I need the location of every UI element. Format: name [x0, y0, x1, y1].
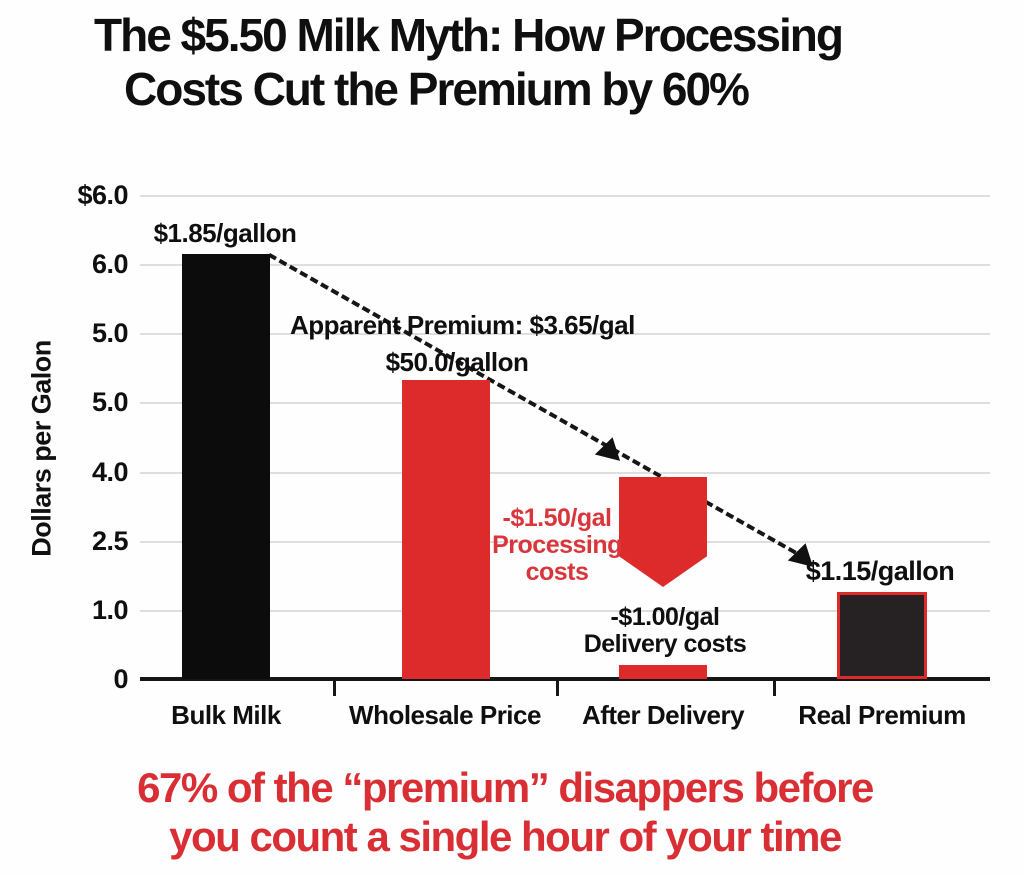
- caption: 67% of the “premium” disappers before yo…: [40, 763, 970, 861]
- y-axis-label: Dollars per Galon: [26, 340, 57, 557]
- gridline: [140, 195, 990, 197]
- caption-line-1: 67% of the “premium” disappers before: [137, 764, 874, 811]
- y-tick-label: 4.0: [91, 457, 129, 487]
- category-label-bulk-milk: Bulk Milk: [171, 700, 281, 730]
- trend-arrowhead-icon: [594, 434, 626, 461]
- category-label-wholesale-price: Wholesale Price: [349, 700, 541, 730]
- x-axis-tick: [333, 681, 336, 696]
- x-axis-tick: [556, 681, 559, 696]
- y-tick-label: 0: [113, 664, 128, 694]
- processing-cost-label-line-2: Processing: [492, 531, 622, 559]
- bar-wholesale-price: [402, 380, 490, 679]
- apparent-premium-label: Apparent Premium: $3.65/gal: [290, 310, 635, 340]
- chart-title-line-2: Costs Cut the Premium by 60%: [124, 63, 750, 115]
- y-tick-label: 2.5: [91, 526, 129, 556]
- y-tick-label: 1.0: [91, 595, 129, 625]
- bulk-milk-value-label: $1.85/gallon: [153, 218, 297, 248]
- caption-line-2: you count a single hour of your time: [169, 813, 842, 860]
- processing-cost-label-line-3: costs: [525, 558, 589, 586]
- gridline: [140, 264, 990, 266]
- bar-bulk-milk: [182, 254, 270, 679]
- gridline: [140, 402, 990, 404]
- gridline: [140, 610, 990, 612]
- gridline: [140, 541, 990, 543]
- category-label-after-delivery: After Delivery: [581, 700, 745, 730]
- wholesale-value-label: $50.0/gallon: [385, 347, 529, 377]
- x-axis-line: [140, 677, 990, 681]
- delivery-cost-label-line-1: -$1.00/gal: [610, 603, 720, 631]
- chart-title-line-1: The $5.50 Milk Myth: How Processing: [94, 9, 844, 61]
- y-tick-label: 5.0: [91, 318, 129, 348]
- bar-real-premium: [837, 592, 927, 679]
- y-tick-label: 5.0: [91, 387, 129, 417]
- delivery-cost-label-line-2: Delivery costs: [583, 630, 747, 658]
- x-axis-tick: [773, 681, 776, 696]
- processing-cost-label-line-1: -$1.50/gal: [502, 504, 612, 532]
- y-tick-label: $6.0: [77, 180, 128, 210]
- gridline: [140, 333, 990, 335]
- real-premium-value-label: $1.15/gallon: [805, 556, 955, 586]
- y-tick-label: 6.0: [91, 249, 129, 279]
- bar-after-delivery: [619, 665, 707, 679]
- gridline: [140, 472, 990, 474]
- category-label-real-premium: Real Premium: [798, 700, 966, 730]
